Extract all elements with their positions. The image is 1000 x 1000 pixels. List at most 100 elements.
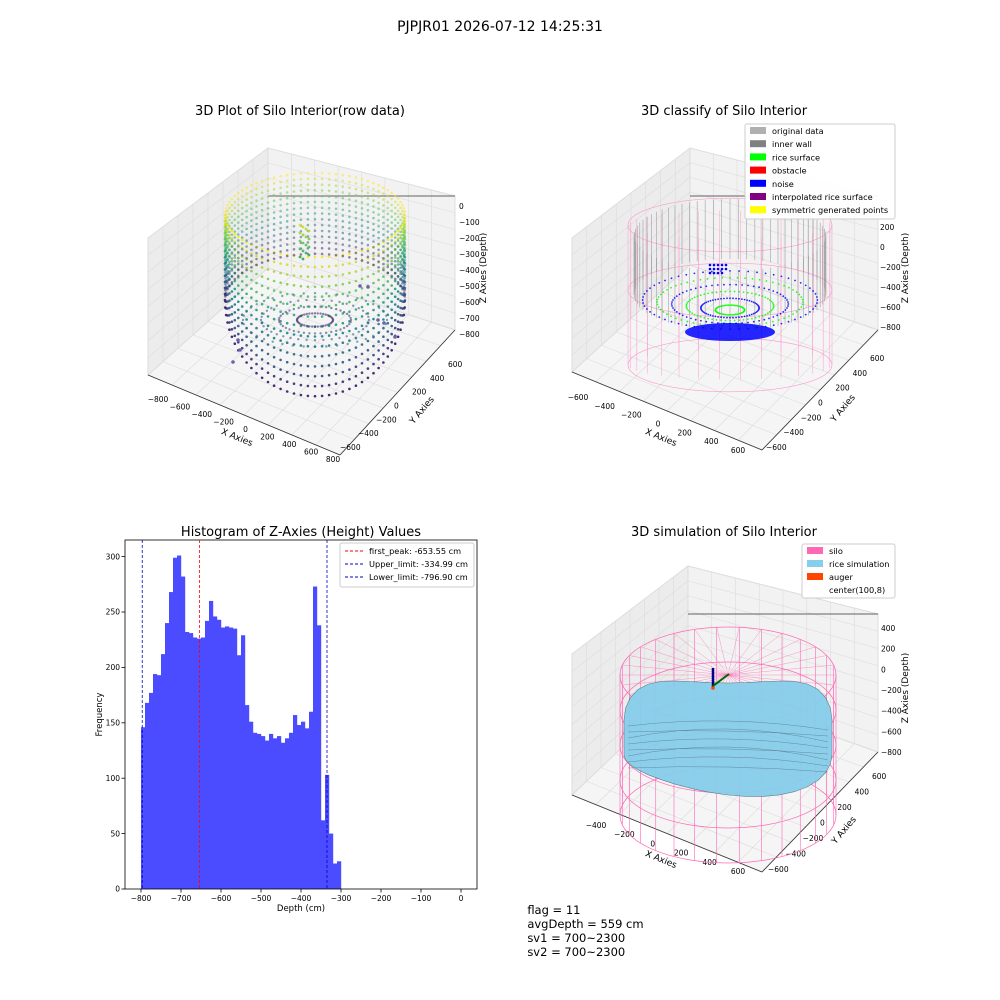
- classified-points: [627, 197, 833, 393]
- data-point: [393, 256, 397, 259]
- z-tick-label: −300: [459, 250, 480, 259]
- data-point: [341, 191, 345, 194]
- grid-line: [714, 313, 832, 431]
- data-point: [403, 258, 407, 262]
- grid-line: [571, 250, 691, 356]
- data-point: [393, 230, 397, 233]
- data-point: [320, 374, 324, 378]
- data-point: [377, 184, 380, 187]
- y-tick-label: 600: [448, 360, 463, 369]
- data-point: [341, 302, 345, 306]
- data-point: [250, 248, 253, 252]
- data-point: [226, 245, 229, 249]
- rice-mesh-line: [627, 748, 829, 755]
- classified-point: [691, 297, 693, 300]
- sv2-text: sv2 = 700~2300: [527, 945, 626, 959]
- data-point: [401, 221, 404, 225]
- classified-point: [714, 315, 717, 318]
- classified-point: [700, 286, 702, 289]
- data-point: [401, 321, 404, 324]
- classified-point: [742, 319, 745, 321]
- classified-point: [784, 309, 787, 311]
- classified-point: [776, 291, 779, 294]
- data-point: [349, 316, 352, 320]
- data-point: [334, 190, 338, 193]
- data-point: [382, 204, 385, 207]
- classified-point: [758, 319, 760, 322]
- data-point: [367, 318, 371, 322]
- data-point: [228, 248, 231, 252]
- classified-point: [707, 317, 709, 320]
- data-point: [382, 251, 385, 254]
- data-point: [403, 222, 407, 226]
- histogram-bar: [157, 675, 162, 889]
- x-tick-label: −600: [568, 393, 589, 402]
- data-point: [324, 331, 328, 334]
- legend-swatch: [750, 166, 766, 174]
- data-point: [377, 296, 380, 299]
- data-point: [320, 315, 324, 318]
- data-point: [224, 246, 227, 250]
- data-point: [401, 227, 404, 231]
- data-point: [360, 371, 364, 375]
- data-point: [255, 326, 258, 330]
- silo-wire-spoke: [727, 627, 740, 676]
- data-point: [378, 331, 381, 334]
- data-point: [324, 324, 327, 327]
- classified-point: [703, 312, 706, 314]
- silo-wire-spoke: [727, 664, 834, 676]
- classified-point: [738, 270, 740, 272]
- data-point: [402, 291, 406, 295]
- data-point: [360, 207, 364, 210]
- silo-wire-spoke: [629, 655, 729, 676]
- data-point: [285, 254, 289, 258]
- data-point: [401, 293, 404, 296]
- classified-point: [746, 299, 748, 301]
- data-point: [250, 260, 253, 263]
- histogram-bar: [337, 861, 342, 889]
- silo-wire-spoke: [727, 629, 762, 676]
- histogram-bar: [193, 637, 198, 889]
- y-axis-line: [339, 329, 456, 456]
- data-point: [279, 198, 282, 201]
- data-point: [255, 334, 258, 337]
- classified-point: [754, 293, 757, 296]
- classified-point: [812, 290, 814, 292]
- data-point: [228, 321, 231, 324]
- rice-mesh-line: [627, 730, 829, 737]
- data-point: [342, 326, 346, 330]
- data-point: [348, 349, 351, 352]
- classified-point: [671, 301, 673, 303]
- data-point: [354, 279, 358, 283]
- data-point: [255, 317, 258, 321]
- data-point: [306, 265, 310, 269]
- data-point: [401, 281, 404, 285]
- data-point: [348, 221, 351, 224]
- data-point: [334, 184, 338, 187]
- chart-title: 3D Plot of Silo Interior(row data): [195, 104, 405, 119]
- data-point: [226, 209, 229, 213]
- data-point: [382, 192, 385, 195]
- data-point: [402, 213, 406, 216]
- data-point: [260, 249, 264, 253]
- data-point: [360, 287, 364, 290]
- classified-point: [694, 287, 697, 290]
- data-point: [224, 210, 227, 213]
- classified-point: [764, 313, 767, 316]
- data-point: [354, 365, 358, 369]
- data-point: [250, 313, 253, 317]
- histogram-bar: [153, 674, 158, 889]
- silo-wire-spoke: [694, 629, 729, 676]
- classified-point: [814, 305, 817, 307]
- classified-point: [772, 303, 775, 306]
- classified-point: [758, 306, 760, 308]
- data-point: [341, 351, 345, 354]
- data-point: [272, 211, 276, 214]
- data-point: [367, 322, 370, 325]
- data-point: [386, 206, 390, 210]
- classified-point: [649, 287, 651, 289]
- classified-point: [750, 300, 753, 303]
- data-point: [272, 279, 276, 283]
- data-point: [226, 275, 229, 279]
- data-point: [386, 305, 390, 308]
